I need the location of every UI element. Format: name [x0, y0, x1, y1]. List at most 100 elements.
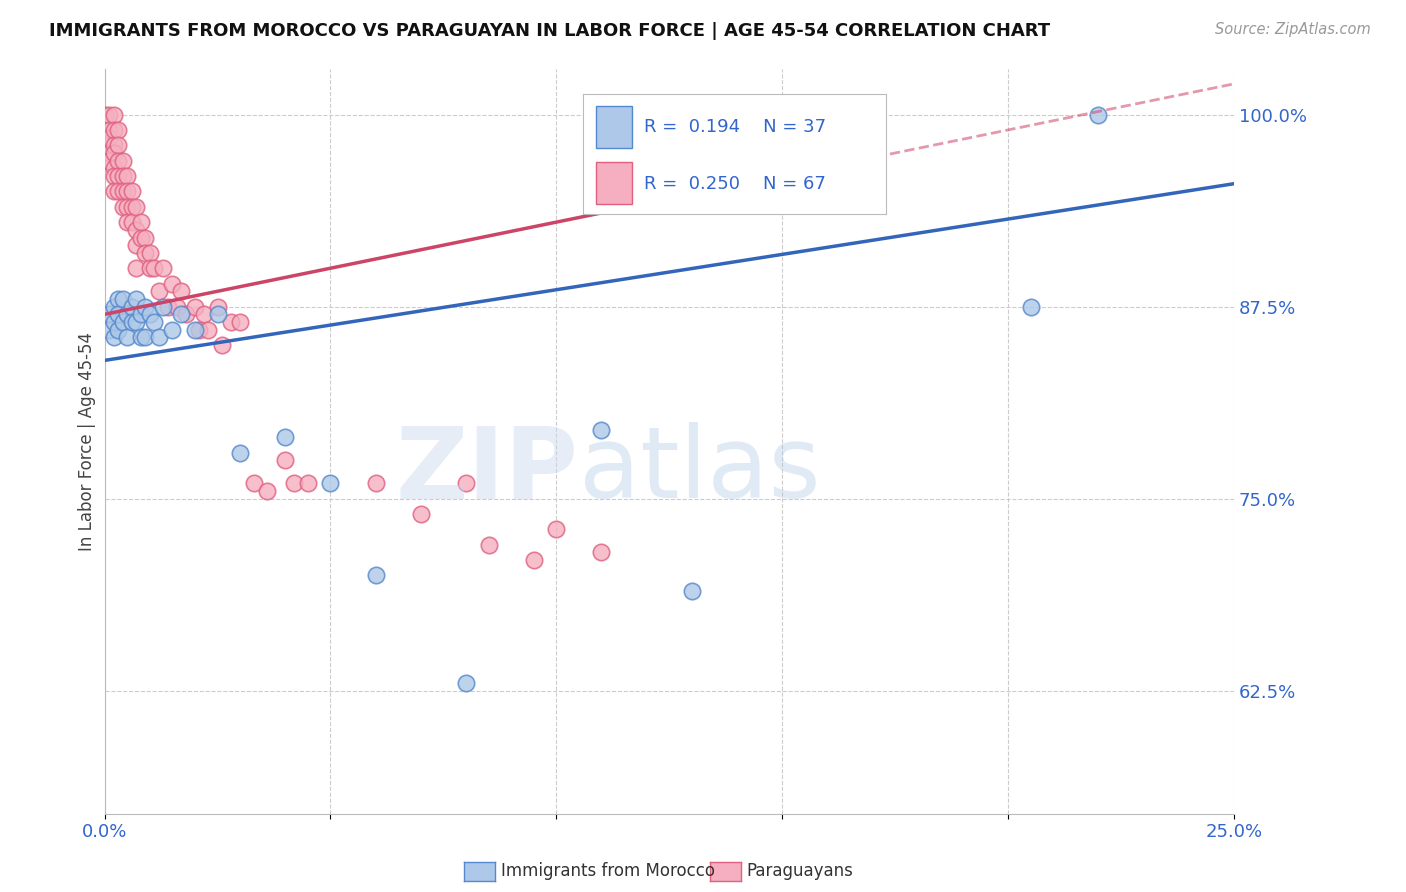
Point — [134, 300, 156, 314]
Point — [207, 300, 229, 314]
Point — [125, 315, 148, 329]
Text: R =  0.250    N = 67: R = 0.250 N = 67 — [644, 175, 825, 193]
Point — [129, 330, 152, 344]
Point — [107, 123, 129, 137]
Point — [125, 200, 148, 214]
Point — [274, 430, 297, 444]
Point — [129, 215, 152, 229]
FancyBboxPatch shape — [596, 106, 631, 148]
Point — [211, 338, 233, 352]
Text: Paraguayans: Paraguayans — [747, 862, 853, 880]
Point — [103, 315, 125, 329]
Text: IMMIGRANTS FROM MOROCCO VS PARAGUAYAN IN LABOR FORCE | AGE 45-54 CORRELATION CHA: IMMIGRANTS FROM MOROCCO VS PARAGUAYAN IN… — [49, 22, 1050, 40]
Point — [98, 107, 121, 121]
Point — [219, 315, 242, 329]
Point — [364, 476, 387, 491]
Point — [103, 300, 125, 314]
Point — [134, 330, 156, 344]
Point — [103, 138, 125, 153]
Point — [229, 315, 252, 329]
Point — [125, 292, 148, 306]
Point — [162, 277, 184, 291]
Point — [166, 300, 188, 314]
Point — [121, 315, 143, 329]
Point — [98, 153, 121, 168]
Point — [546, 522, 568, 536]
Text: atlas: atlas — [579, 423, 821, 519]
Point — [143, 315, 166, 329]
Point — [364, 568, 387, 582]
Point — [125, 223, 148, 237]
Point — [103, 169, 125, 183]
Point — [98, 123, 121, 137]
Point — [129, 307, 152, 321]
Point — [477, 538, 499, 552]
Point — [152, 300, 174, 314]
Point — [143, 261, 166, 276]
Point — [197, 323, 219, 337]
Point — [256, 483, 278, 498]
Point — [454, 676, 477, 690]
Point — [103, 185, 125, 199]
Point — [242, 476, 264, 491]
Point — [121, 300, 143, 314]
Point — [111, 292, 134, 306]
Point — [152, 261, 174, 276]
Point — [283, 476, 305, 491]
Point — [591, 545, 613, 559]
Point — [297, 476, 319, 491]
Point — [121, 185, 143, 199]
Point — [103, 161, 125, 176]
Point — [111, 153, 134, 168]
Point — [121, 215, 143, 229]
Point — [170, 307, 193, 321]
Point — [115, 330, 138, 344]
Point — [148, 285, 170, 299]
Point — [156, 300, 179, 314]
Point — [162, 323, 184, 337]
Point — [111, 185, 134, 199]
Point — [111, 315, 134, 329]
Point — [107, 153, 129, 168]
Point — [454, 476, 477, 491]
Point — [103, 123, 125, 137]
Point — [139, 307, 162, 321]
Point — [111, 169, 134, 183]
Point — [174, 307, 197, 321]
Point — [170, 285, 193, 299]
Point — [139, 261, 162, 276]
Y-axis label: In Labor Force | Age 45-54: In Labor Force | Age 45-54 — [79, 332, 96, 550]
Point — [107, 138, 129, 153]
Point — [681, 583, 703, 598]
Point — [207, 307, 229, 321]
Point — [184, 300, 207, 314]
Point — [115, 169, 138, 183]
Point — [98, 146, 121, 161]
Point — [274, 453, 297, 467]
Point — [409, 507, 432, 521]
FancyBboxPatch shape — [596, 162, 631, 204]
Point — [134, 245, 156, 260]
Point — [107, 323, 129, 337]
Point — [129, 230, 152, 244]
Point — [103, 146, 125, 161]
Text: Immigrants from Morocco: Immigrants from Morocco — [501, 862, 714, 880]
Point — [193, 307, 215, 321]
Point — [115, 307, 138, 321]
Text: R =  0.194    N = 37: R = 0.194 N = 37 — [644, 119, 827, 136]
Point — [125, 261, 148, 276]
Point — [107, 307, 129, 321]
Point — [107, 169, 129, 183]
Point — [115, 185, 138, 199]
Point — [115, 200, 138, 214]
Point — [103, 107, 125, 121]
Point — [1087, 107, 1109, 121]
Point — [111, 200, 134, 214]
Point — [139, 245, 162, 260]
Point — [148, 330, 170, 344]
Text: Source: ZipAtlas.com: Source: ZipAtlas.com — [1215, 22, 1371, 37]
Point — [107, 292, 129, 306]
Point — [98, 130, 121, 145]
Point — [1019, 300, 1042, 314]
Point — [523, 553, 546, 567]
